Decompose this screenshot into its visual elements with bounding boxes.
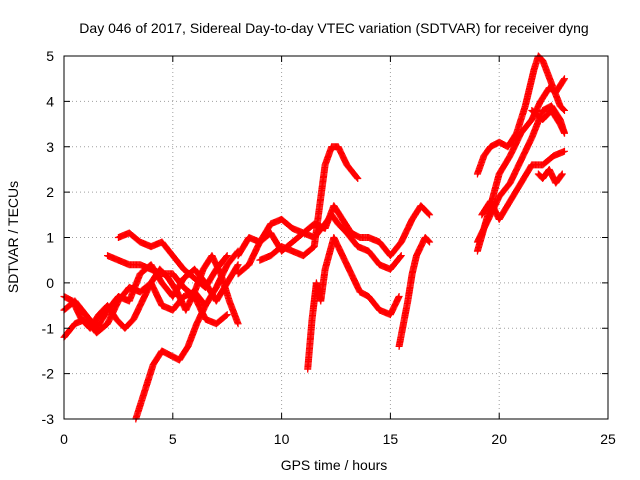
data-point	[425, 237, 433, 245]
x-tick-label: 5	[169, 431, 177, 447]
series-track-17	[534, 165, 566, 187]
y-tick-label: 4	[46, 93, 54, 109]
series-track-16	[528, 106, 568, 137]
data-point	[558, 171, 566, 179]
series-track-7	[234, 211, 405, 273]
data-point	[223, 311, 231, 319]
x-tick-label: 25	[600, 431, 616, 447]
data-point	[222, 253, 230, 261]
axis-ticks: 0 5 10 15 20 25 -3 -2 -1 0 1 2 3 4 5	[42, 48, 616, 447]
data-point	[222, 311, 230, 319]
y-tick-label: 5	[46, 48, 54, 64]
data-point	[560, 147, 568, 155]
data-point	[558, 170, 566, 178]
chart-title: Day 046 of 2017, Sidereal Day-to-day VTE…	[79, 20, 588, 36]
data-point	[425, 210, 433, 218]
data-point	[397, 252, 405, 260]
data-point	[234, 320, 242, 328]
y-axis-label: SDTVAR / TECUs	[5, 181, 21, 293]
x-tick-label: 10	[274, 431, 290, 447]
series-track-5	[114, 229, 231, 291]
y-tick-label: 3	[46, 139, 54, 155]
x-tick-label: 0	[60, 431, 68, 447]
y-tick-label: -2	[42, 366, 55, 382]
data-point	[560, 129, 568, 137]
series-track-11	[395, 234, 434, 350]
y-tick-label: -3	[42, 411, 55, 427]
data-point	[560, 76, 568, 84]
series-track-6	[132, 302, 209, 423]
series-track-9	[256, 143, 362, 264]
x-tick-label: 20	[491, 431, 507, 447]
data-point	[354, 175, 362, 183]
series-track-4	[104, 252, 231, 328]
y-tick-label: 1	[46, 230, 54, 246]
data-point	[234, 261, 242, 269]
data-point	[397, 253, 405, 261]
data-point	[201, 302, 209, 310]
data-point	[223, 252, 231, 260]
series-track-10	[304, 234, 403, 373]
data-point	[426, 238, 434, 246]
series-track-8	[234, 202, 434, 278]
data-point	[426, 211, 434, 219]
data-point	[395, 292, 403, 300]
data-points	[60, 52, 568, 423]
y-tick-label: -1	[42, 320, 55, 336]
y-tick-label: 2	[46, 184, 54, 200]
data-point	[560, 106, 568, 114]
data-point	[560, 75, 568, 83]
series-track-13	[473, 52, 568, 178]
x-axis-label: GPS time / hours	[281, 457, 388, 473]
data-point	[560, 106, 568, 114]
data-point	[233, 262, 241, 270]
x-tick-label: 15	[383, 431, 399, 447]
data-point	[353, 174, 361, 182]
series-track-15	[478, 147, 568, 223]
series-track-3	[60, 252, 242, 332]
y-tick-label: 0	[46, 275, 54, 291]
